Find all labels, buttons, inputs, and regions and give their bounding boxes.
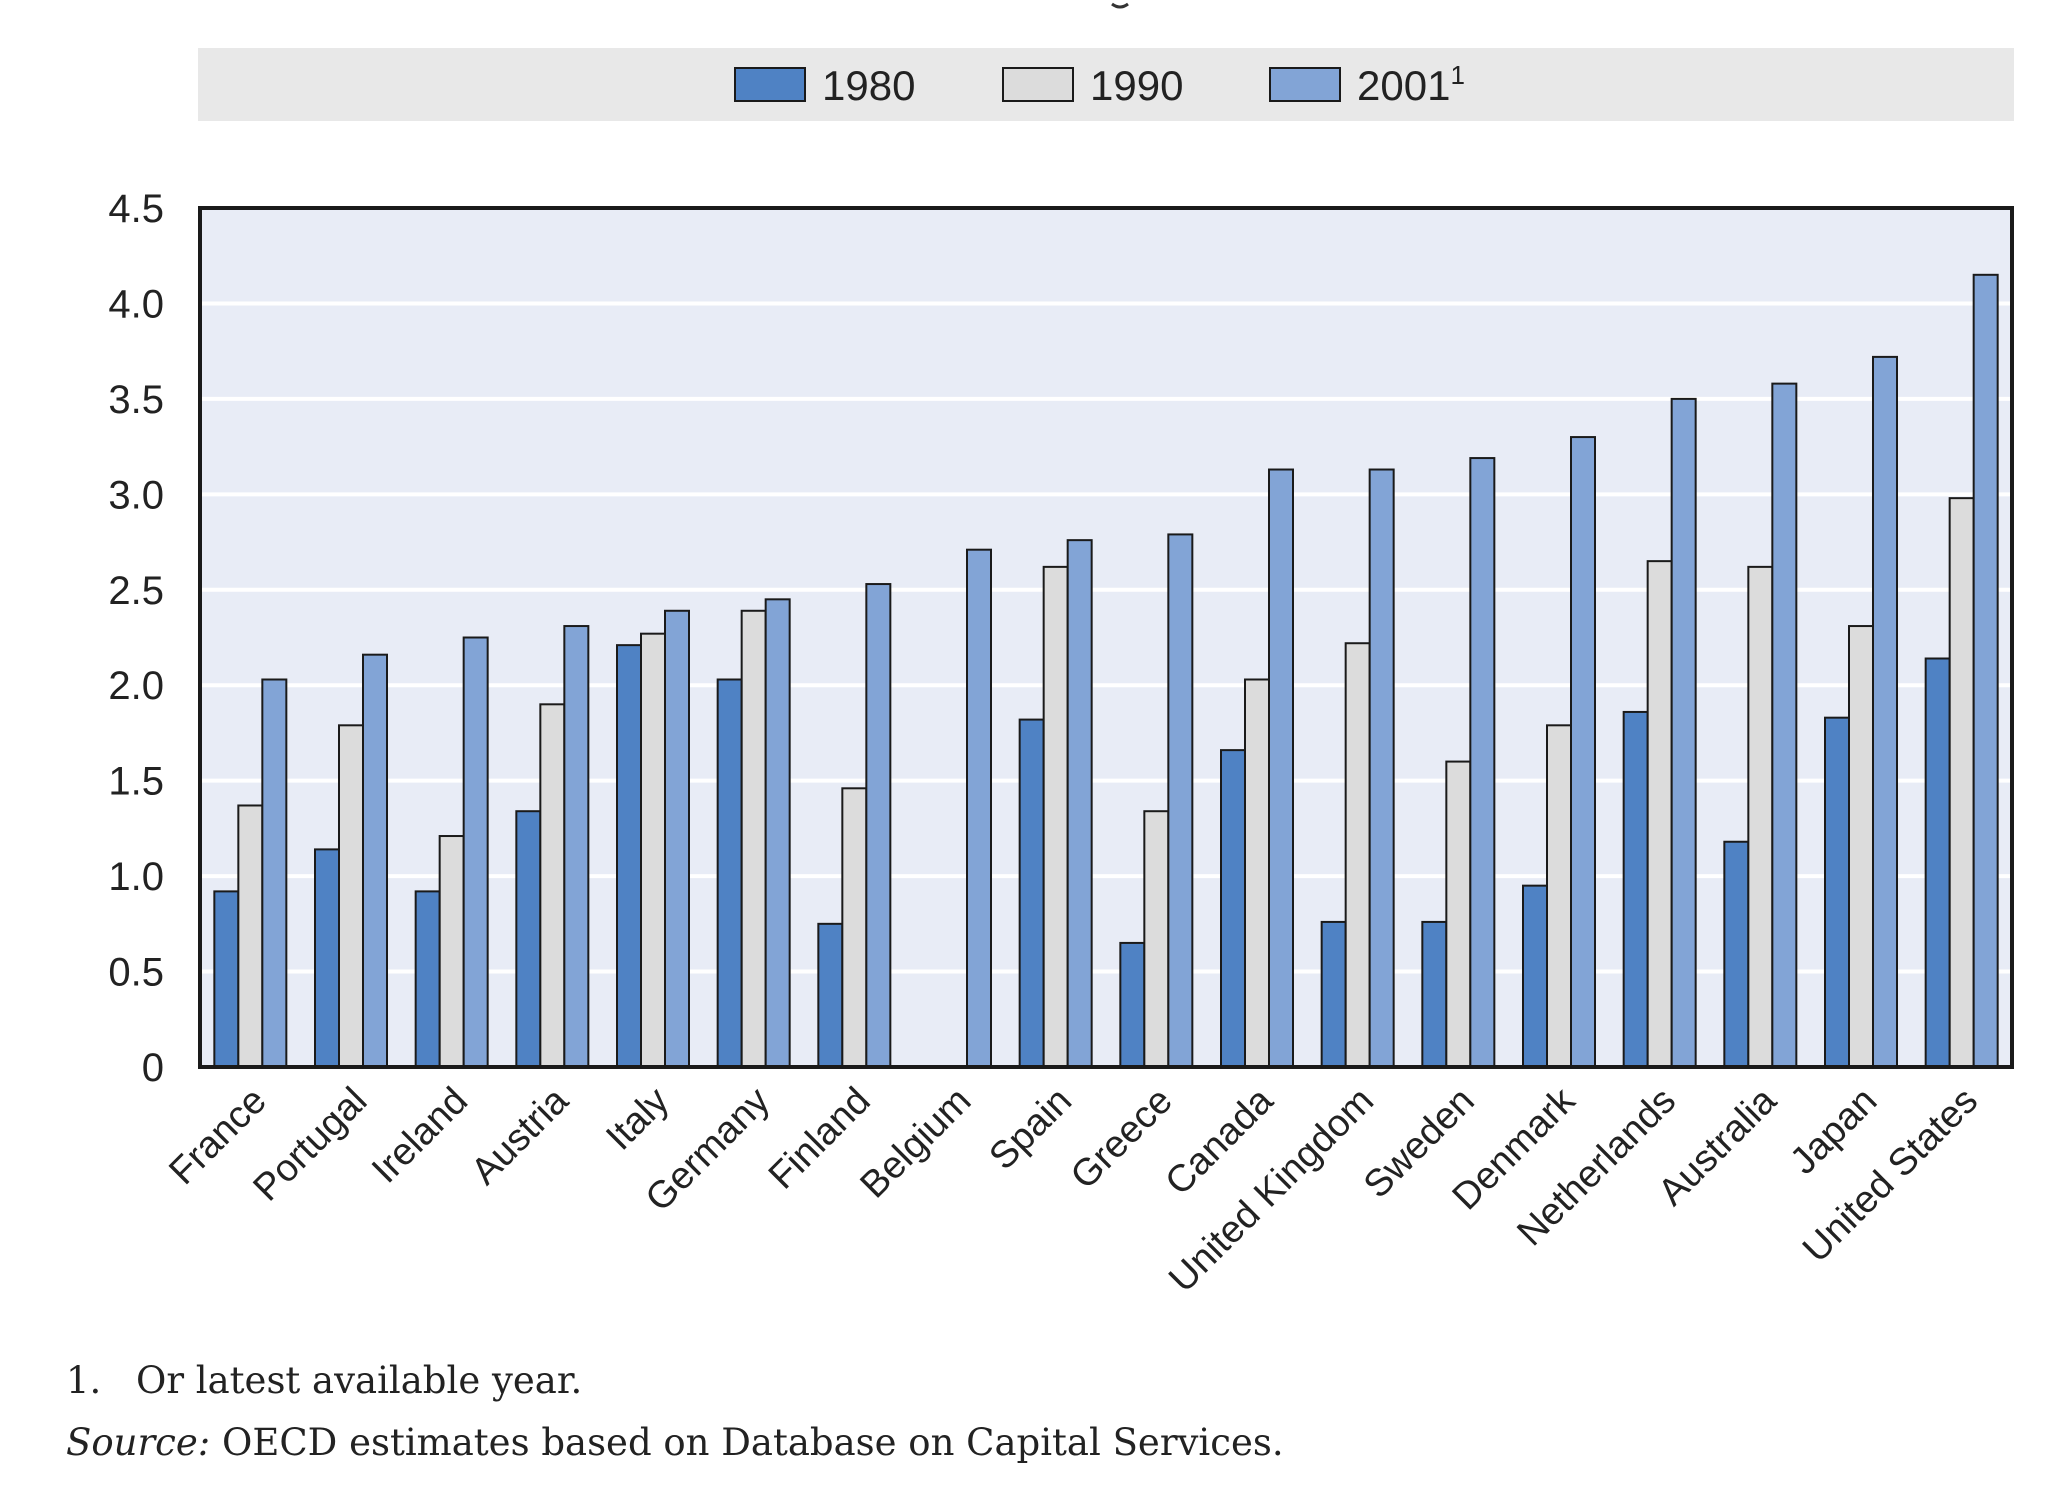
y-tick-label: 4.5 — [108, 187, 164, 231]
bar-2001 — [1268, 468, 1294, 1069]
footnote-number: 1. — [66, 1359, 102, 1402]
legend-footnote-marker: 1 — [1450, 60, 1464, 90]
bar-1980 — [515, 810, 542, 1068]
bar-1990 — [237, 804, 264, 1069]
x-category-label: United States — [1795, 1080, 1986, 1271]
bar-1980 — [1119, 941, 1146, 1069]
bar-1980 — [1220, 749, 1246, 1068]
bar-1990 — [841, 787, 868, 1069]
bar-1980 — [817, 922, 844, 1068]
bar-2001 — [1670, 397, 1697, 1068]
bar-1980 — [616, 644, 642, 1068]
bar-1990 — [740, 609, 767, 1069]
bar-1980 — [1924, 657, 1951, 1069]
bar-1990 — [1143, 810, 1170, 1068]
gridlines — [202, 301, 2010, 974]
plot-area — [200, 208, 2012, 1067]
bar-2001 — [1368, 468, 1395, 1069]
bar-1990 — [640, 632, 666, 1069]
legend-label-2001: 20011 — [1357, 60, 1465, 109]
bar-2001 — [1066, 539, 1093, 1068]
bar-chart: 1980 1990 20011 0 0.5 1.0 1.5 2.0 2.5 3.0 3.5 4.0 4… — [108, 2, 2014, 1301]
bar-2001 — [462, 636, 489, 1068]
bar-1990 — [1042, 565, 1069, 1068]
legend: 1980 1990 20011 — [734, 60, 1465, 109]
bar-1980 — [1522, 884, 1548, 1069]
bar-1990 — [539, 703, 566, 1068]
bar-1980 — [414, 890, 441, 1068]
bar-1990 — [1747, 565, 1774, 1068]
legend-swatch-1990 — [1002, 67, 1074, 102]
footnote-text: Or latest available year. — [136, 1359, 583, 1402]
top-title-fragment — [1111, 2, 1129, 9]
bar-1990 — [1948, 497, 1975, 1068]
footnote: 1. Or latest available year. — [66, 1350, 1284, 1412]
x-category-label: Ireland — [364, 1080, 476, 1192]
bar-1980 — [1824, 716, 1850, 1068]
y-tick-label: 4.0 — [108, 282, 164, 326]
bar-2001 — [563, 625, 590, 1069]
y-tick-label: 0.5 — [108, 951, 164, 995]
y-tick-label: 1.0 — [108, 855, 164, 899]
bar-2001 — [865, 583, 892, 1068]
bar-1980 — [1018, 718, 1045, 1068]
chart-notes: 1. Or latest available year. Source: OECD… — [66, 1350, 1284, 1474]
bar-2001 — [1972, 273, 1999, 1068]
y-axis: 0 0.5 1.0 1.5 2.0 2.5 3.0 3.5 4.0 4.5 — [108, 187, 164, 1090]
bar-2001 — [1167, 533, 1194, 1068]
source-label: Source: — [66, 1421, 211, 1464]
bar-1980 — [716, 678, 743, 1068]
bar-1980 — [213, 890, 240, 1068]
y-tick-label: 3.0 — [108, 473, 164, 517]
source-note: Source: OECD estimates based on Database… — [66, 1412, 1284, 1474]
x-category-label: Austria — [463, 1079, 577, 1193]
bar-2001 — [966, 548, 992, 1068]
bar-1990 — [338, 724, 364, 1068]
bar-2001 — [764, 598, 791, 1068]
legend-label-1990: 1990 — [1090, 62, 1183, 109]
y-tick-label: 2.0 — [108, 664, 164, 708]
source-text: OECD estimates based on Database on Capi… — [210, 1421, 1284, 1464]
legend-background — [198, 48, 2014, 121]
bar-1990 — [1546, 724, 1572, 1068]
bar-1980 — [314, 848, 340, 1068]
plot-frame — [198, 206, 2014, 1069]
y-tick-label: 1.5 — [108, 760, 164, 804]
bar-2001 — [1771, 382, 1798, 1068]
bar-2001 — [1570, 436, 1596, 1069]
x-category-label: Spain — [982, 1080, 1080, 1178]
bar-1980 — [1421, 920, 1448, 1068]
bar-1990 — [1848, 625, 1874, 1069]
bar-2001 — [261, 678, 288, 1068]
bar-2001 — [1872, 355, 1898, 1069]
legend-swatch-2001 — [1269, 67, 1341, 102]
bar-1990 — [1244, 678, 1270, 1068]
bar-1990 — [1646, 560, 1673, 1069]
bar-2001 — [1469, 457, 1496, 1068]
x-category-label: Portugal — [246, 1080, 376, 1210]
x-category-label: Belgium — [853, 1080, 980, 1207]
bar-2001 — [664, 609, 690, 1069]
x-category-label: Italy — [598, 1080, 677, 1159]
legend-swatch-1980 — [734, 67, 806, 102]
legend-label-1980: 1980 — [822, 62, 915, 109]
bar-1990 — [1344, 642, 1371, 1069]
y-tick-label: 2.5 — [108, 569, 164, 613]
y-tick-label: 0 — [142, 1046, 164, 1090]
bar-1990 — [438, 835, 465, 1068]
bars — [213, 273, 1999, 1069]
bar-2001 — [362, 653, 388, 1068]
bar-1980 — [1622, 710, 1649, 1068]
y-tick-label: 3.5 — [108, 378, 164, 422]
bar-1980 — [1723, 840, 1750, 1068]
bar-1980 — [1320, 920, 1347, 1068]
bar-1990 — [1445, 760, 1472, 1068]
